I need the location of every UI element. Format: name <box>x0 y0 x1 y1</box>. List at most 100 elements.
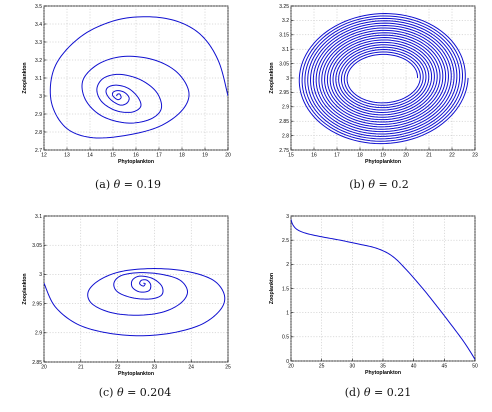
chart-b-svg: 15 16 17 18 19 20 21 22 23 2.75 2.8 2.85 2.9 2.95 3 3.0… <box>269 4 478 165</box>
y-tick-label: 3.2 <box>35 58 42 64</box>
x-tick-label: 13 <box>64 153 70 159</box>
x-axis-label: Phytoplankton <box>118 371 154 377</box>
y-tick-label: 2.7 <box>35 148 42 154</box>
x-tick-label: 21 <box>426 153 432 159</box>
x-tick-label: 17 <box>156 153 162 159</box>
y-axis-label: Zooplankton <box>269 62 275 93</box>
trajectory-line <box>49 16 228 139</box>
y-tick-label: 3.3 <box>35 40 42 46</box>
chart-b-caption-prefix: (b) <box>349 178 365 191</box>
y-tick-label: 3.5 <box>35 4 42 10</box>
y-tick-label: 2.8 <box>282 133 289 139</box>
chart-a-caption-value: = 0.19 <box>123 178 161 191</box>
x-tick-label: 19 <box>202 153 208 159</box>
y-tick-label: 3 <box>286 76 289 82</box>
trajectory-line <box>298 13 469 145</box>
y-tick-label: 0.5 <box>282 335 289 341</box>
x-tick-label: 20 <box>288 364 294 370</box>
y-tick-label: 3.1 <box>282 47 289 53</box>
x-tick-label: 23 <box>472 153 478 159</box>
chart-panel-a: 12 13 14 15 16 17 18 19 20 2.7 2.8 2.9 3 3.1 3.2 3.3 3.4… <box>0 0 246 206</box>
chart-a-caption-prefix: (a) <box>95 178 111 191</box>
x-tick-label: 40 <box>411 364 417 370</box>
chart-c-caption-value: = 0.204 <box>127 386 172 399</box>
x-axis-label: Phytoplankton <box>365 370 401 376</box>
x-tick-label: 22 <box>115 365 121 371</box>
x-tick-label: 16 <box>133 153 139 159</box>
chart-a-caption-theta: θ <box>113 178 121 191</box>
x-tick-label: 23 <box>152 365 158 371</box>
x-tick-label: 16 <box>311 153 317 159</box>
chart-d-caption: (d) θ = 0.21 <box>328 386 428 399</box>
chart-b-caption-theta: θ <box>368 178 376 191</box>
y-tick-label: 0 <box>286 359 289 365</box>
x-tick-label: 25 <box>225 365 231 371</box>
chart-d-caption-prefix: (d) <box>344 386 361 399</box>
y-tick-label: 3 <box>39 272 42 278</box>
x-tick-label: 45 <box>442 364 448 370</box>
chart-b-caption: (b) θ = 0.2 <box>334 178 424 191</box>
x-tick-label: 35 <box>380 364 386 370</box>
trajectory-line <box>291 219 475 360</box>
y-tick-label: 2.95 <box>279 90 289 96</box>
y-tick-label: 1 <box>286 310 289 316</box>
y-tick-label: 3.05 <box>32 243 42 249</box>
chart-c-caption-theta: θ <box>116 386 124 399</box>
y-tick-label: 3.25 <box>279 4 289 10</box>
chart-b-caption-value: = 0.2 <box>378 178 409 191</box>
x-tick-label: 25 <box>319 364 325 370</box>
y-tick-label: 2.5 <box>282 238 289 244</box>
x-tick-label: 24 <box>188 365 194 371</box>
y-tick-label: 2.95 <box>32 301 42 307</box>
x-tick-label: 19 <box>380 153 386 159</box>
y-axis-label: Zooplankton <box>269 273 275 304</box>
y-tick-label: 3 <box>39 94 42 100</box>
y-tick-label: 3.1 <box>35 214 42 220</box>
y-tick-label: 3.05 <box>279 61 289 67</box>
y-tick-label: 2.9 <box>35 331 42 337</box>
x-tick-label: 15 <box>288 153 294 159</box>
x-tick-label: 18 <box>357 153 363 159</box>
y-tick-label: 2.8 <box>35 130 42 136</box>
y-tick-label: 3.1 <box>35 76 42 82</box>
y-tick-label: 2.9 <box>282 105 289 111</box>
chart-d-caption-value: = 0.21 <box>374 386 412 399</box>
y-tick-label: 2 <box>286 262 289 268</box>
y-tick-label: 3.4 <box>35 22 42 28</box>
y-axis-label: Zooplankton <box>22 62 28 93</box>
chart-panel-d: 20 25 30 35 40 45 50 0 0.5 1 1.5 2 2.5 3 Phytoplankton… <box>246 206 492 412</box>
x-tick-label: 21 <box>78 365 84 371</box>
chart-d-caption-theta: θ <box>363 386 371 399</box>
x-axis-label: Phytoplankton <box>118 159 154 165</box>
x-tick-label: 50 <box>472 364 478 370</box>
chart-c-caption: (c) θ = 0.204 <box>80 386 190 399</box>
x-tick-label: 15 <box>110 153 116 159</box>
x-tick-label: 22 <box>449 153 455 159</box>
x-axis-label: Phytoplankton <box>365 159 401 165</box>
x-tick-label: 12 <box>41 153 47 159</box>
chart-panel-c: 20 21 22 23 24 25 2.85 2.9 2.95 3 3.05 3.1 Phytoplan… <box>0 206 246 412</box>
chart-a-svg: 12 13 14 15 16 17 18 19 20 2.7 2.8 2.9 3 3.1 3.2 3.3 3.4… <box>22 4 231 165</box>
x-tick-label: 20 <box>403 153 409 159</box>
y-tick-label: 3.2 <box>282 18 289 24</box>
x-tick-label: 18 <box>179 153 185 159</box>
chart-c-svg: 20 21 22 23 24 25 2.85 2.9 2.95 3 3.05 3.1 Phytoplan… <box>22 214 231 377</box>
y-tick-label: 2.85 <box>279 119 289 125</box>
plot-area <box>43 215 229 363</box>
y-tick-label: 2.9 <box>35 112 42 118</box>
y-tick-label: 1.5 <box>282 286 289 292</box>
y-tick-label: 3 <box>286 214 289 220</box>
y-axis-label: Zooplankton <box>22 273 28 304</box>
x-tick-label: 14 <box>87 153 93 159</box>
chart-d-svg: 20 25 30 35 40 45 50 0 0.5 1 1.5 2 2.5 3 Phytoplankton… <box>269 214 478 376</box>
y-tick-label: 2.75 <box>279 148 289 154</box>
x-tick-label: 20 <box>225 153 231 159</box>
trajectory-line <box>44 268 226 337</box>
chart-c-caption-prefix: (c) <box>98 386 114 399</box>
y-tick-label: 3.15 <box>279 33 289 39</box>
x-tick-label: 20 <box>41 365 47 371</box>
chart-a-caption: (a) θ = 0.19 <box>78 178 178 191</box>
x-tick-label: 17 <box>334 153 340 159</box>
x-tick-label: 30 <box>350 364 356 370</box>
y-tick-label: 2.85 <box>32 360 42 366</box>
